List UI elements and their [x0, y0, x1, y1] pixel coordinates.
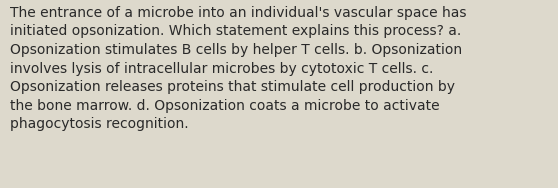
- Text: The entrance of a microbe into an individual's vascular space has
initiated opso: The entrance of a microbe into an indivi…: [10, 6, 466, 131]
